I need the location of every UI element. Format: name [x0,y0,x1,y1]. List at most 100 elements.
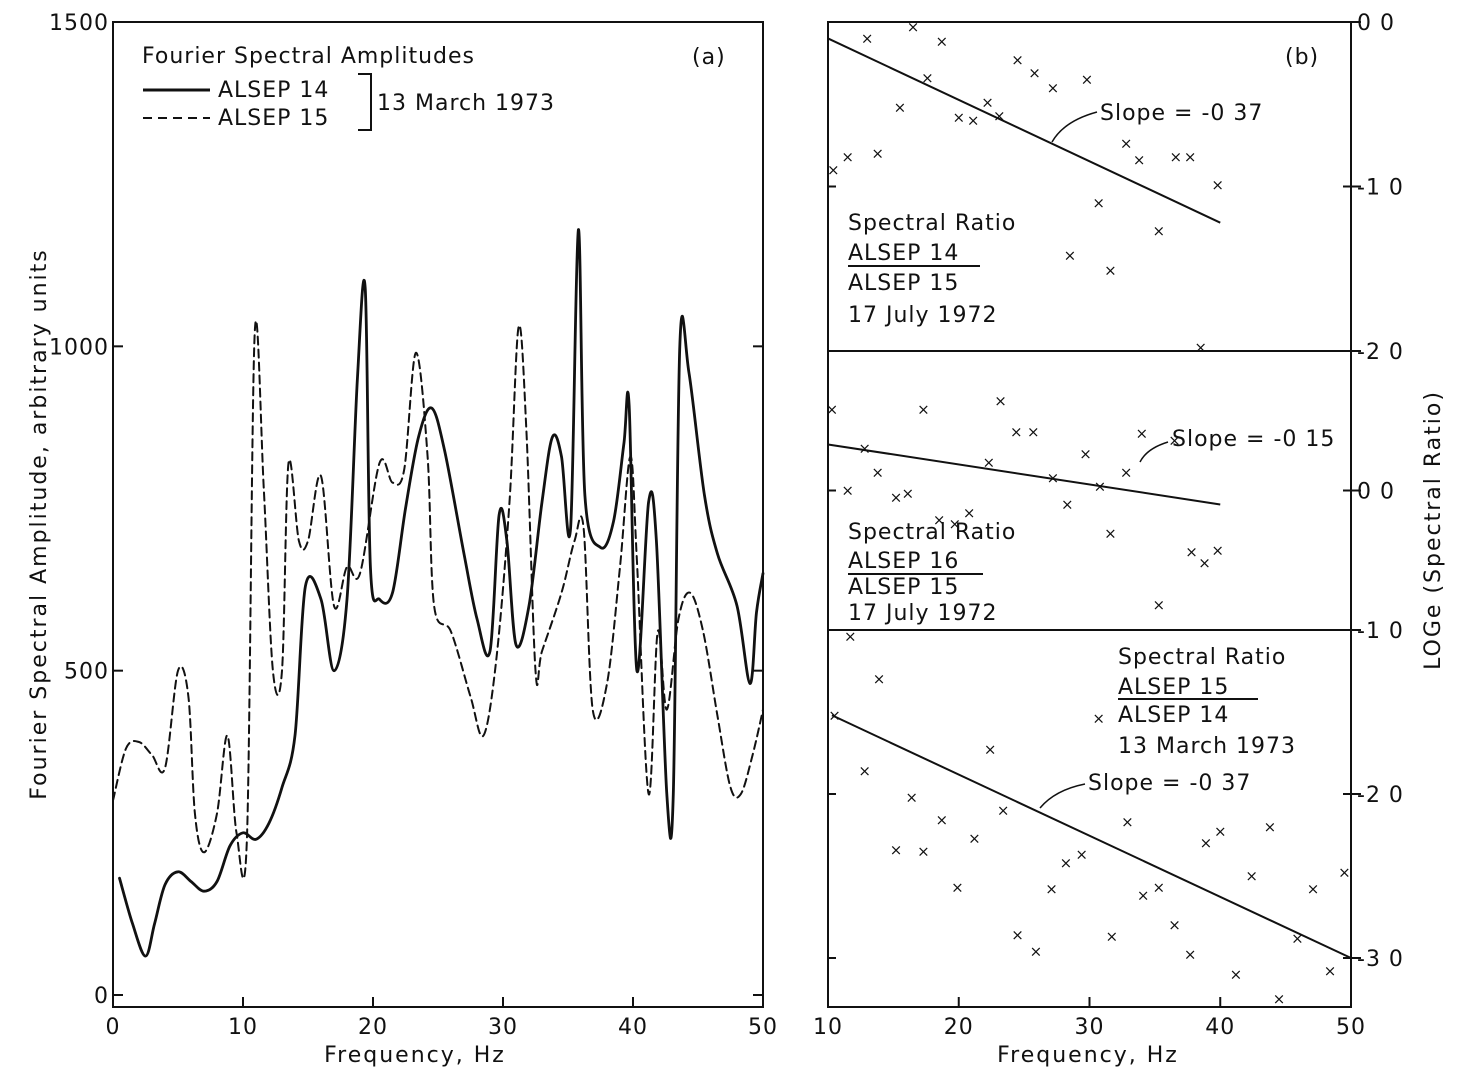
panel-b-ylabel: LOGe (Spectral Ratio) [1421,390,1446,670]
b1-denominator: ALSEP 15 [848,271,959,296]
b-ytick-label: 0 0 [1357,480,1395,505]
b1-heading: Spectral Ratio [848,211,1016,236]
b1-slope-label: Slope = -0 37 [1100,101,1263,126]
b2-point: × [1047,469,1060,487]
b-ytick-label: -3 0 [1357,947,1404,972]
b3-point: × [1324,962,1337,980]
b3-point: × [1307,880,1320,898]
b1-point: × [935,33,948,51]
b2-point: × [858,440,871,458]
b3-point: × [858,762,871,780]
panel-a-label: (a) [692,45,726,70]
b1-point: × [1133,151,1146,169]
b2-point: × [1010,423,1023,441]
b1-point: × [894,99,907,117]
a-ytick-label: 1500 [49,11,109,36]
b3-point: × [1184,946,1197,964]
b3-slope-pointer [1039,783,1086,809]
panel-b-xlabel: Frequency, Hz [997,1043,1179,1068]
b1-point: × [981,94,994,112]
b2-point: × [949,515,962,533]
legend-bracket [358,73,372,131]
b3-point: × [1060,854,1073,872]
a-xtick-label: 20 [358,1015,388,1040]
b2-point: × [826,401,839,419]
b3-point: × [1075,846,1088,864]
b3-point: × [951,878,964,896]
a-ytick-label: 0 [94,984,109,1009]
panel-a-legend: ALSEP 14 ALSEP 15 13 March 1973 [143,73,555,131]
b3-point: × [905,788,918,806]
b3-point: × [873,670,886,688]
panel-b-ticks: 10 20 30 40 50 0 0 -1 0 -2 0 0 0 -1 0 -2 0 -3 0 [813,11,1404,1040]
b2-point: × [1185,543,1198,561]
b-ytick-label: 0 0 [1357,11,1395,36]
b1-point: × [1170,148,1183,166]
a-xtick-label: 30 [488,1015,518,1040]
b2-point: × [963,504,976,522]
b2-point: × [1094,477,1107,495]
b3-point: × [1214,823,1227,841]
b1-point: × [841,148,854,166]
legend-dashed-label: ALSEP 15 [218,106,329,131]
b2-point: × [983,454,996,472]
b1-point: × [1104,261,1117,279]
b2-denominator: ALSEP 15 [848,575,959,600]
b2-point: × [1153,596,1166,614]
b-ytick-label: -1 0 [1357,176,1404,201]
b3-point: × [1137,887,1150,905]
b2-slope-label: Slope = -0 15 [1172,427,1335,452]
panel-b: 10 20 30 40 500 0-1 0-2 00 0-1 0-2 0-3 0 ×××… [813,11,1446,1068]
series-alsep14-line [118,228,765,958]
b2-point: × [841,482,854,500]
b2-point: × [994,392,1007,410]
b-ytick-label: -2 0 [1357,340,1404,365]
b1-point: × [967,112,980,130]
b1-point: × [1081,71,1094,89]
b2-point: × [1027,423,1040,441]
b1-date: 17 July 1972 [848,303,998,328]
legend-date: 13 March 1973 [377,91,555,116]
b1-point: × [921,69,934,87]
b3-point: × [1092,710,1105,728]
panel-a-curves [112,228,765,958]
b2-point: × [1120,463,1133,481]
b1-point: × [1211,176,1224,194]
b1-fit-line [827,37,1221,224]
b1-point: × [993,107,1006,125]
b1-numerator: ALSEP 14 [848,241,959,266]
b3-point: × [1273,990,1286,1008]
b3-point: × [828,706,841,724]
b3-slope-label: Slope = -0 37 [1088,771,1251,796]
panel-b-plot: ××××××××× ×××××××××××××× ×××××××× ××× ××××× ×… [826,18,1352,1008]
b-xtick-label: 40 [1205,1015,1235,1040]
b3-point: × [1045,880,1058,898]
b3-point: × [984,741,997,759]
b1-point: × [1184,148,1197,166]
b3-point: × [1030,942,1043,960]
a-ytick-label: 1000 [49,335,109,360]
a-xtick-label: 0 [106,1015,121,1040]
b2-point: × [1198,554,1211,572]
b2-numerator: ALSEP 16 [848,549,959,574]
b2-date: 17 July 1972 [848,601,998,626]
b1-point: × [1092,194,1105,212]
b-xtick-label: 10 [813,1015,843,1040]
a-xtick-label: 10 [228,1015,258,1040]
b-xtick-label: 50 [1336,1015,1366,1040]
b2-slope-pointer [1139,441,1169,463]
b2-point: × [1168,431,1181,449]
b3-point: × [1121,813,1134,831]
b1-point: × [952,108,965,126]
b2-point: × [933,511,946,529]
a-xtick-label: 40 [618,1015,648,1040]
b1-point: × [861,29,874,47]
b2-point: × [1079,445,1092,463]
b3-point: × [997,801,1010,819]
b1-slope-pointer [1051,111,1098,143]
b2-heading: Spectral Ratio [848,520,1016,545]
b3-point: × [1200,834,1213,852]
b1-point: × [1194,339,1207,357]
b3-point: × [844,628,857,646]
